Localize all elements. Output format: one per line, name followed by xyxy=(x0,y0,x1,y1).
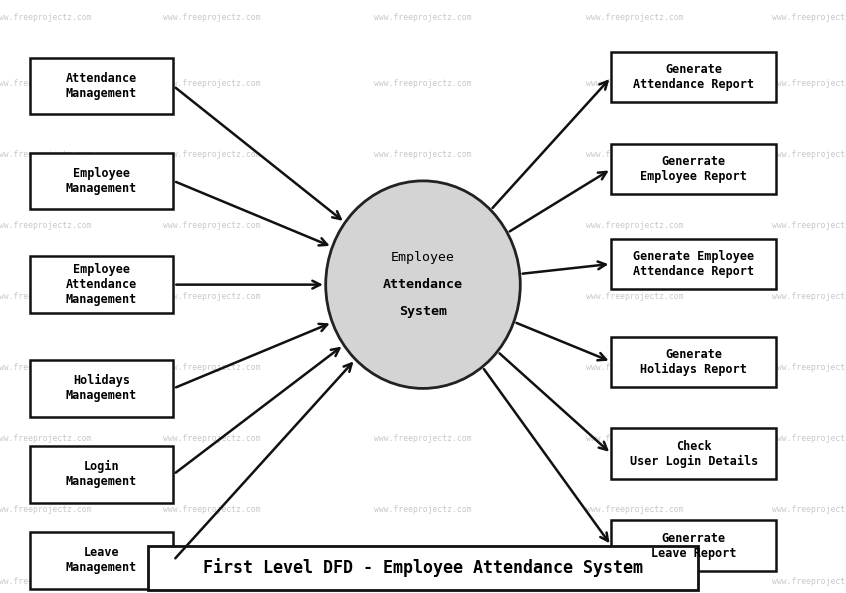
Text: www.freeprojectz.com: www.freeprojectz.com xyxy=(772,13,846,23)
Bar xyxy=(611,239,777,289)
Text: www.freeprojectz.com: www.freeprojectz.com xyxy=(374,576,472,586)
Bar xyxy=(611,337,777,387)
Bar xyxy=(30,361,173,416)
Text: www.freeprojectz.com: www.freeprojectz.com xyxy=(0,13,91,23)
Text: www.freeprojectz.com: www.freeprojectz.com xyxy=(0,363,91,372)
Text: www.freeprojectz.com: www.freeprojectz.com xyxy=(585,78,684,88)
Text: www.freeprojectz.com: www.freeprojectz.com xyxy=(585,13,684,23)
Text: www.freeprojectz.com: www.freeprojectz.com xyxy=(585,576,684,586)
Text: www.freeprojectz.com: www.freeprojectz.com xyxy=(162,505,261,515)
Bar xyxy=(30,257,173,313)
Bar xyxy=(611,521,777,570)
Text: www.freeprojectz.com: www.freeprojectz.com xyxy=(162,576,261,586)
Text: www.freeprojectz.com: www.freeprojectz.com xyxy=(374,434,472,444)
Text: www.freeprojectz.com: www.freeprojectz.com xyxy=(162,13,261,23)
Text: Generrate
Leave Report: Generrate Leave Report xyxy=(651,531,737,560)
Bar xyxy=(30,446,173,502)
Text: www.freeprojectz.com: www.freeprojectz.com xyxy=(772,363,846,372)
Text: www.freeprojectz.com: www.freeprojectz.com xyxy=(585,221,684,230)
Text: www.freeprojectz.com: www.freeprojectz.com xyxy=(374,221,472,230)
Text: www.freeprojectz.com: www.freeprojectz.com xyxy=(0,576,91,586)
Text: www.freeprojectz.com: www.freeprojectz.com xyxy=(162,221,261,230)
Text: www.freeprojectz.com: www.freeprojectz.com xyxy=(374,505,472,515)
Bar xyxy=(30,58,173,114)
Text: Attendance: Attendance xyxy=(383,278,463,291)
Text: www.freeprojectz.com: www.freeprojectz.com xyxy=(162,78,261,88)
Ellipse shape xyxy=(326,181,520,388)
Bar xyxy=(611,52,777,103)
Text: First Level DFD - Employee Attendance System: First Level DFD - Employee Attendance Sy… xyxy=(203,558,643,578)
Text: www.freeprojectz.com: www.freeprojectz.com xyxy=(772,149,846,159)
Text: www.freeprojectz.com: www.freeprojectz.com xyxy=(585,292,684,301)
Text: www.freeprojectz.com: www.freeprojectz.com xyxy=(772,576,846,586)
Text: Generrate
Employee Report: Generrate Employee Report xyxy=(640,155,747,183)
Text: www.freeprojectz.com: www.freeprojectz.com xyxy=(585,149,684,159)
Text: www.freeprojectz.com: www.freeprojectz.com xyxy=(0,292,91,301)
Text: www.freeprojectz.com: www.freeprojectz.com xyxy=(772,505,846,515)
Text: www.freeprojectz.com: www.freeprojectz.com xyxy=(374,13,472,23)
Text: www.freeprojectz.com: www.freeprojectz.com xyxy=(772,292,846,301)
Text: www.freeprojectz.com: www.freeprojectz.com xyxy=(772,434,846,444)
Text: www.freeprojectz.com: www.freeprojectz.com xyxy=(374,78,472,88)
Text: www.freeprojectz.com: www.freeprojectz.com xyxy=(162,434,261,444)
Text: Employee
Management: Employee Management xyxy=(66,167,137,195)
Text: www.freeprojectz.com: www.freeprojectz.com xyxy=(772,221,846,230)
Text: System: System xyxy=(399,305,447,318)
Bar xyxy=(611,144,777,195)
Text: Leave
Management: Leave Management xyxy=(66,546,137,575)
Bar xyxy=(148,546,698,590)
Bar xyxy=(30,533,173,588)
Text: Attendance
Management: Attendance Management xyxy=(66,72,137,100)
Text: Generate
Holidays Report: Generate Holidays Report xyxy=(640,347,747,376)
Text: www.freeprojectz.com: www.freeprojectz.com xyxy=(0,505,91,515)
Bar xyxy=(30,153,173,209)
Text: www.freeprojectz.com: www.freeprojectz.com xyxy=(0,149,91,159)
Text: www.freeprojectz.com: www.freeprojectz.com xyxy=(585,363,684,372)
Text: www.freeprojectz.com: www.freeprojectz.com xyxy=(374,149,472,159)
Text: www.freeprojectz.com: www.freeprojectz.com xyxy=(0,434,91,444)
Text: www.freeprojectz.com: www.freeprojectz.com xyxy=(585,434,684,444)
Text: www.freeprojectz.com: www.freeprojectz.com xyxy=(374,292,472,301)
Text: Employee: Employee xyxy=(391,251,455,264)
Text: www.freeprojectz.com: www.freeprojectz.com xyxy=(162,292,261,301)
Text: www.freeprojectz.com: www.freeprojectz.com xyxy=(0,78,91,88)
Bar xyxy=(611,428,777,479)
Text: Check
User Login Details: Check User Login Details xyxy=(629,439,758,468)
Text: Login
Management: Login Management xyxy=(66,460,137,489)
Text: Holidays
Management: Holidays Management xyxy=(66,374,137,403)
Text: www.freeprojectz.com: www.freeprojectz.com xyxy=(585,505,684,515)
Text: www.freeprojectz.com: www.freeprojectz.com xyxy=(374,363,472,372)
Text: www.freeprojectz.com: www.freeprojectz.com xyxy=(162,149,261,159)
Text: www.freeprojectz.com: www.freeprojectz.com xyxy=(772,78,846,88)
Text: Employee
Attendance
Management: Employee Attendance Management xyxy=(66,263,137,306)
Text: www.freeprojectz.com: www.freeprojectz.com xyxy=(162,363,261,372)
Text: Generate
Attendance Report: Generate Attendance Report xyxy=(633,63,755,91)
Text: Generate Employee
Attendance Report: Generate Employee Attendance Report xyxy=(633,250,755,278)
Text: www.freeprojectz.com: www.freeprojectz.com xyxy=(0,221,91,230)
